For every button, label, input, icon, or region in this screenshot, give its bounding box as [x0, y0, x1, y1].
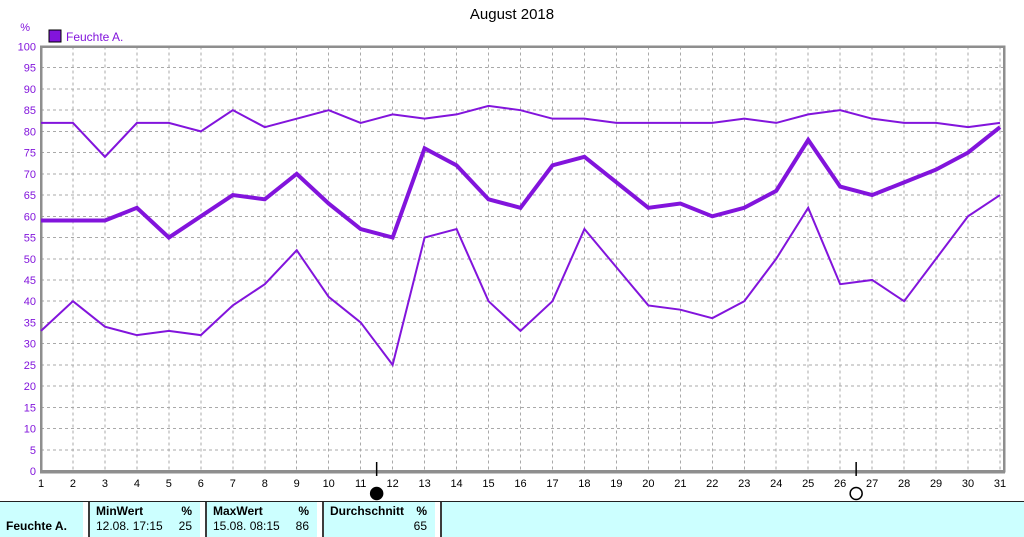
maxwert-value: 86 — [295, 519, 309, 533]
y-tick-label: 90 — [24, 84, 36, 96]
x-tick-label: 14 — [450, 478, 462, 490]
durchschnitt-value: 65 — [413, 519, 427, 533]
empty-cell — [442, 502, 1024, 537]
x-tick-label: 2 — [70, 478, 76, 490]
y-tick-label: 20 — [24, 381, 36, 393]
x-tick-label: 4 — [134, 478, 140, 490]
x-tick-label: 17 — [546, 478, 558, 490]
x-tick-label: 23 — [738, 478, 750, 490]
x-tick-label: 24 — [770, 478, 782, 490]
table-separator — [317, 502, 324, 537]
x-tick-label: 10 — [323, 478, 335, 490]
x-tick-label: 12 — [387, 478, 399, 490]
maxwert-datetime: 15.08. 08:15 — [213, 519, 280, 533]
y-tick-label: 25 — [24, 360, 36, 372]
y-tick-label: 85 — [24, 105, 36, 117]
x-tick-label: 6 — [198, 478, 204, 490]
chart-title: August 2018 — [469, 6, 555, 23]
series-line-average — [41, 125, 1002, 241]
summary-table: Feuchte A. MinWert % 12.08. 17:15 25 Max… — [0, 501, 1024, 537]
y-tick-label: 10 — [24, 424, 36, 436]
x-tick-label: 20 — [642, 478, 654, 490]
plot-frame — [39, 45, 1006, 473]
y-tick-label: 55 — [24, 233, 36, 245]
x-tick-label: 31 — [994, 478, 1006, 490]
y-tick-label: 45 — [24, 275, 36, 287]
table-separator — [435, 502, 442, 537]
maxwert-cell: MaxWert % 15.08. 08:15 86 — [207, 502, 317, 537]
x-tick-label: 27 — [866, 478, 878, 490]
minwert-header: MinWert — [96, 504, 144, 518]
x-tick-label: 11 — [355, 478, 366, 490]
y-axis-labels: 0 5 10 15 20 25 30 35 40 45 50 55 60 65 70 75 80 85 90 95 10… — [18, 42, 36, 479]
minwert-cell: MinWert % 12.08. 17:15 25 — [90, 502, 200, 537]
x-tick-label: 25 — [802, 478, 814, 490]
durchschnitt-cell: Durchschnitt % 65 — [324, 502, 435, 537]
new-moon-icon — [369, 486, 384, 501]
y-tick-label: 75 — [24, 148, 36, 160]
x-tick-label: 28 — [898, 478, 910, 490]
x-tick-label: 9 — [294, 478, 300, 490]
table-separator — [83, 502, 90, 537]
humidity-line-chart: 0510152025303540455055606570758085909510… — [18, 22, 1006, 501]
x-tick-label: 3 — [102, 478, 108, 490]
y-tick-label: 40 — [24, 296, 36, 308]
maxwert-header: MaxWert — [213, 504, 263, 518]
y-tick-label: 70 — [24, 169, 36, 181]
y-tick-label: 0 — [30, 466, 36, 478]
x-tick-label: 8 — [262, 478, 268, 490]
full-moon-icon — [849, 486, 863, 501]
legend-swatch — [48, 29, 62, 43]
minwert-datetime: 12.08. 17:15 — [96, 519, 163, 533]
x-tick-label: 21 — [674, 478, 686, 490]
x-tick-label: 22 — [706, 478, 718, 490]
y-tick-label: 95 — [24, 63, 36, 75]
x-axis-labels: 1 2 3 4 5 6 7 8 9 10 11 12 13 14 15 16 17 18 19 20 21 22 23 24 2… — [38, 478, 1006, 490]
y-tick-label: 50 — [24, 254, 36, 266]
series-name-label: Feuchte A. — [6, 519, 67, 533]
x-tick-label: 18 — [578, 478, 590, 490]
x-tick-label: 29 — [930, 478, 942, 490]
x-tick-label: 5 — [166, 478, 172, 490]
minwert-value: 25 — [178, 519, 192, 533]
maxwert-unit: % — [298, 504, 309, 518]
y-tick-label: 15 — [24, 402, 36, 414]
summary-row-label-cell: Feuchte A. — [0, 502, 83, 537]
series-line-min — [40, 194, 1001, 368]
y-tick-label: 5 — [30, 445, 36, 457]
x-tick-label: 1 — [38, 478, 44, 490]
x-tick-label: 19 — [610, 478, 622, 490]
y-tick-label: 35 — [24, 317, 36, 329]
x-tick-label: 13 — [418, 478, 430, 490]
x-tick-label: 7 — [230, 478, 236, 490]
durchschnitt-unit: % — [416, 504, 427, 518]
minwert-unit: % — [181, 504, 192, 518]
legend-label: Feuchte A. — [66, 30, 123, 44]
x-tick-label: 16 — [514, 478, 526, 490]
x-tick-label: 26 — [834, 478, 846, 490]
table-separator — [200, 502, 207, 537]
series-line-max — [41, 104, 1001, 159]
y-tick-label: 80 — [24, 126, 36, 138]
y-tick-label: 60 — [24, 211, 36, 223]
y-axis-unit-label: % — [20, 22, 30, 34]
x-tick-label: 15 — [482, 478, 494, 490]
durchschnitt-header: Durchschnitt — [330, 504, 405, 518]
y-tick-label: 65 — [24, 190, 36, 202]
y-tick-label: 30 — [24, 339, 36, 351]
x-tick-label: 30 — [962, 478, 974, 490]
y-tick-label: 100 — [18, 42, 36, 54]
